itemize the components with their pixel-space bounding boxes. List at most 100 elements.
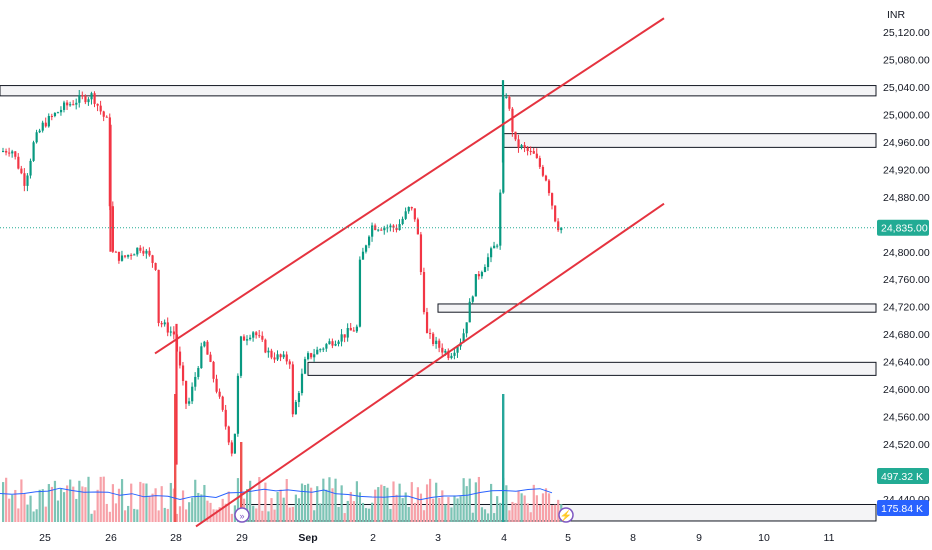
candle-body (471, 296, 474, 302)
y-axis[interactable]: 25,120.00 25,080.00 25,040.00 25,000.00 24,9… (883, 27, 930, 506)
candle-body (63, 102, 66, 110)
volume-bar (215, 509, 218, 522)
volume-bar (328, 477, 331, 522)
volume-bar (325, 489, 328, 522)
volume-bar (23, 493, 26, 522)
volume-bar (343, 513, 346, 522)
candle-body (526, 147, 529, 151)
x-axis[interactable]: 25 26 28 29 Sep 2 3 4 5 8 9 10 11 (39, 532, 834, 544)
candle-body (395, 227, 398, 231)
volume-ma-badge: 175.84 K (877, 500, 929, 516)
candle-body (130, 254, 133, 256)
event-circle (558, 507, 574, 523)
candle-body (343, 334, 346, 338)
candle-body (493, 245, 496, 249)
candle-body (38, 130, 41, 133)
volume-bar (14, 489, 17, 522)
candle-body (499, 192, 502, 246)
volume-bar (17, 508, 20, 522)
candle-body (297, 393, 301, 403)
candle-body (294, 402, 297, 415)
candle-body (404, 211, 407, 219)
volume-bar (246, 489, 249, 522)
volume-bar (59, 488, 63, 522)
volume-bar (361, 502, 365, 522)
volume-bar (90, 513, 93, 522)
volume-bar (462, 478, 465, 522)
lightning-icon[interactable]: ⚡ (558, 507, 574, 523)
candle-body (20, 168, 23, 174)
candle-body (72, 104, 75, 106)
candle-body (435, 340, 438, 345)
candle-body (551, 193, 554, 206)
volume-bar (322, 478, 325, 522)
volume-bar (496, 496, 499, 522)
volume-bar (459, 496, 462, 522)
volume-bar (105, 503, 108, 522)
volume-spike (174, 394, 177, 522)
volume-bar (29, 495, 32, 522)
volume-bar (145, 483, 148, 522)
x-tick-label: 8 (630, 532, 636, 544)
candle-body (270, 350, 273, 358)
volume-bar (374, 489, 377, 522)
volume-bar (197, 492, 200, 522)
volume-bar (172, 488, 175, 522)
volume-ma-line (0, 487, 553, 501)
candle-body (468, 301, 471, 323)
candle-body (206, 341, 209, 355)
candle-body (172, 331, 175, 335)
candle-body (212, 361, 215, 379)
volume-bar (114, 503, 118, 522)
volume-bar (81, 486, 84, 522)
candle-body (17, 156, 20, 169)
candle-body (102, 111, 105, 117)
candle-body (282, 354, 285, 358)
candle-body (514, 131, 517, 140)
volume-bar (50, 486, 53, 522)
candle-body (523, 145, 526, 148)
candle-body (557, 221, 560, 231)
candle-body (490, 248, 493, 258)
volume-bar (108, 511, 111, 522)
candle-body (139, 247, 142, 251)
y-tick-label: 24,560.00 (883, 412, 930, 424)
volume-bar (236, 478, 240, 522)
candle-body (127, 254, 130, 257)
candle-body (160, 323, 163, 325)
candle-body (264, 339, 267, 353)
volume-bar (557, 499, 560, 522)
candle-body (444, 350, 447, 353)
candle-body (279, 354, 282, 358)
candle-body (337, 341, 340, 344)
candle-body (120, 255, 124, 261)
candle-body (59, 109, 63, 113)
candle-body (532, 151, 535, 154)
candle-body (291, 364, 294, 415)
candle-body (151, 255, 154, 263)
candle-body (441, 347, 444, 353)
x-tick-label: 4 (501, 532, 507, 544)
candle-body (368, 236, 371, 246)
y-tick-label: 24,520.00 (883, 439, 930, 451)
candle-body (215, 378, 218, 392)
candle-body (456, 346, 459, 353)
candle-body (69, 104, 72, 106)
volume-bar (32, 511, 35, 522)
volume-bar (218, 507, 221, 522)
candle-body (178, 351, 182, 366)
candle-body (462, 333, 465, 343)
volume-bar (53, 480, 57, 522)
volume-bar (47, 484, 50, 522)
volume-bar (544, 488, 548, 522)
volume-bar (551, 505, 554, 522)
candle-body (191, 386, 194, 402)
volume-bar (175, 513, 179, 522)
volume-bar (56, 500, 60, 522)
event-marker-icon[interactable]: » (234, 507, 250, 523)
candle-body (508, 97, 511, 109)
volume-bar (11, 494, 14, 522)
volume-bar (389, 508, 392, 522)
volume-bar (258, 477, 261, 522)
